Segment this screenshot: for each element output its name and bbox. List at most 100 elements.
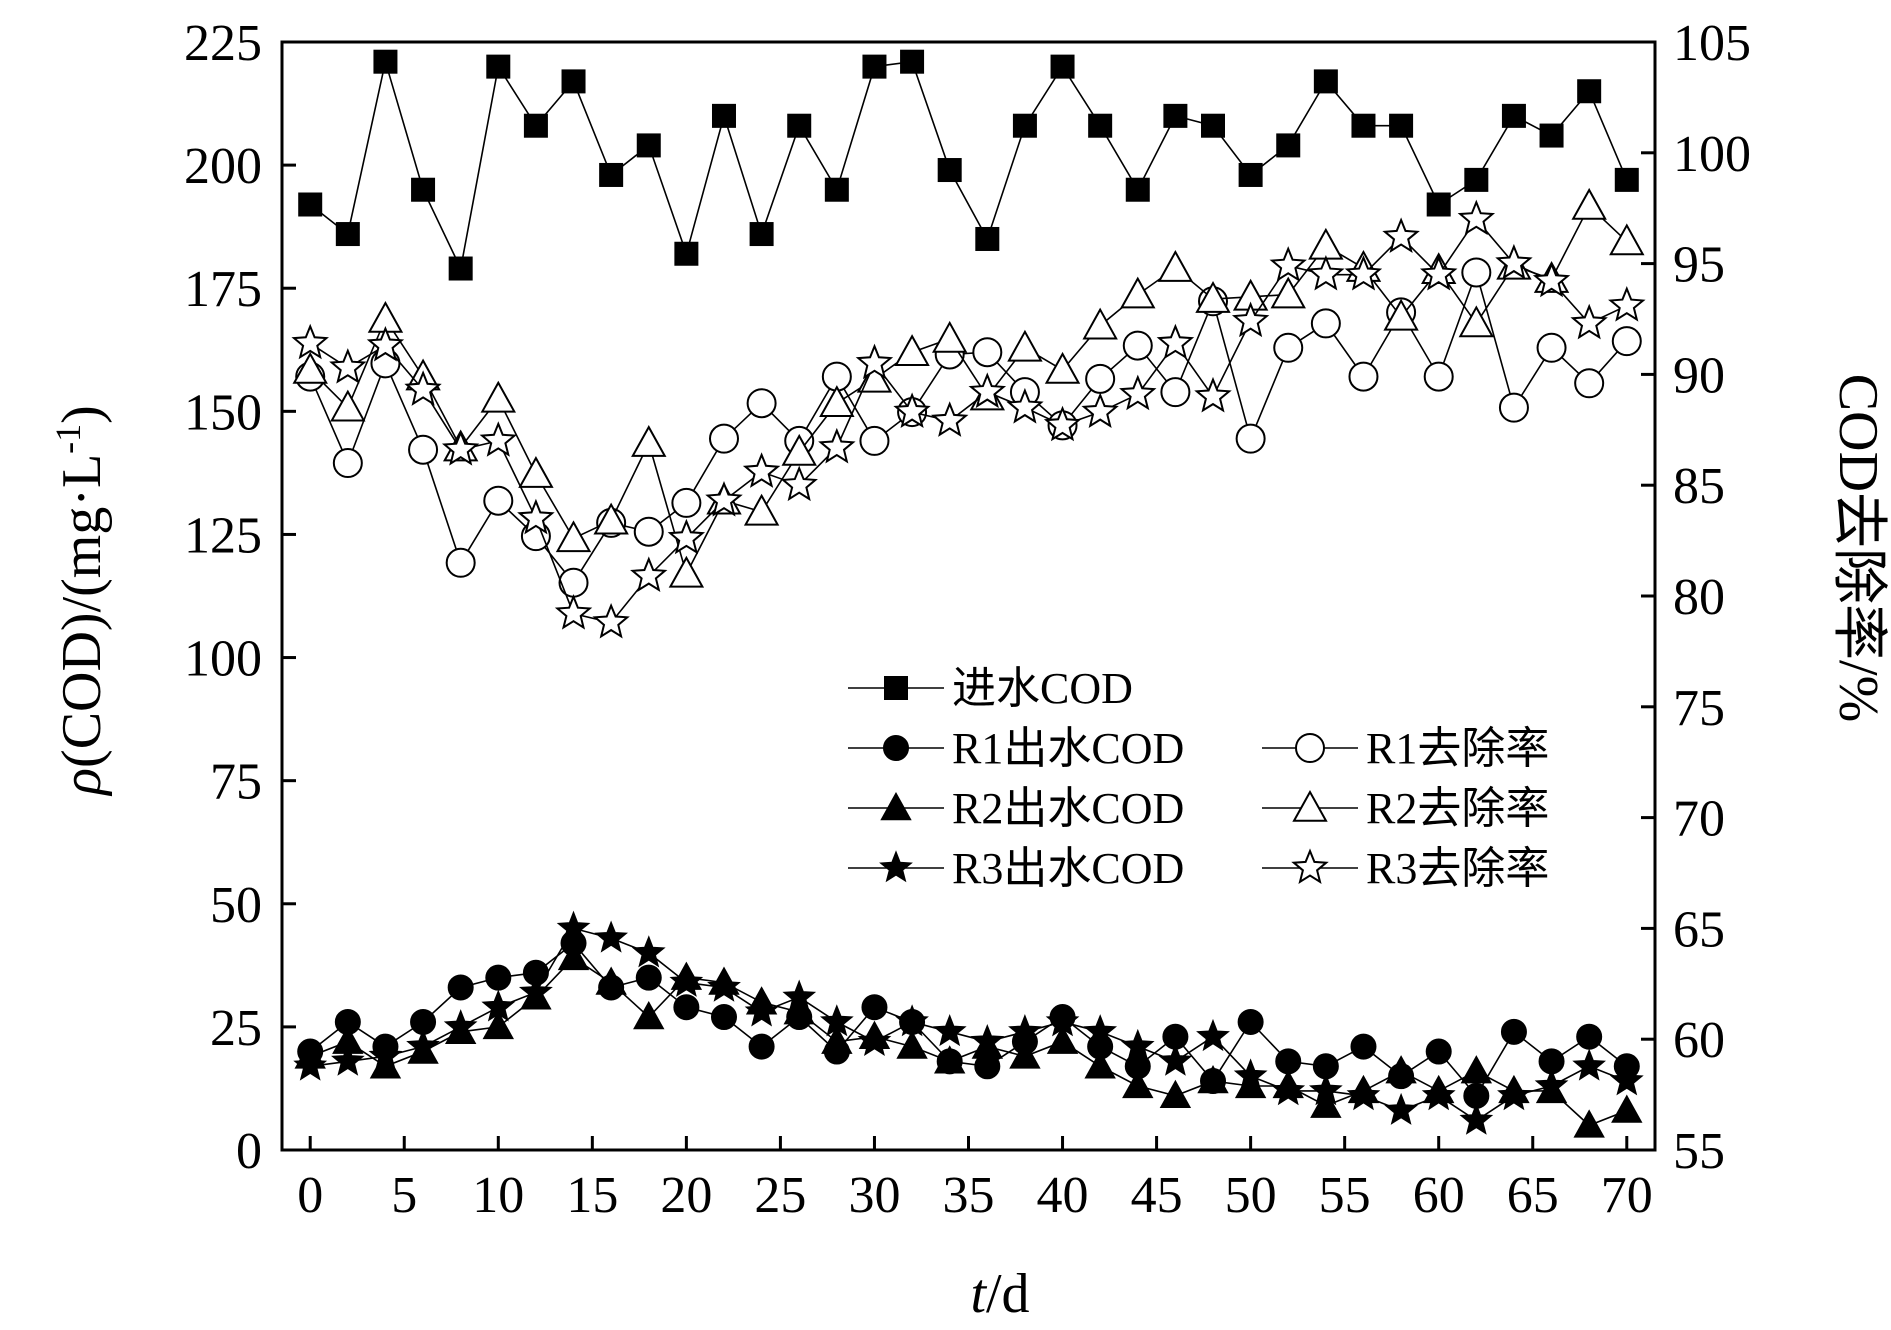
legend-item: R1去除率 [1262,724,1549,773]
data-point [1196,1018,1230,1052]
data-point [448,256,473,281]
y-right-tick-label: 90 [1673,347,1725,404]
data-point [668,555,705,588]
data-point [937,158,962,183]
y-right-tick-label: 75 [1673,680,1725,737]
legend-label: R2去除率 [1366,784,1549,833]
data-point [1307,255,1345,291]
data-point [1083,1014,1118,1047]
legend-marker [883,735,909,761]
legend-label: R3去除率 [1366,844,1549,893]
y-right-tick-label: 95 [1673,237,1725,294]
y-left-tick-label: 25 [210,1000,262,1057]
data-point [711,103,736,128]
data-point [968,372,1007,409]
data-point [1046,1025,1079,1054]
y-right-tick-label: 60 [1673,1012,1725,1069]
data-point [1006,387,1044,424]
data-point [857,1023,892,1057]
series-line [309,204,1628,576]
data-point [408,434,439,465]
series-line [309,60,1628,272]
data-point [411,177,436,202]
data-point [1419,255,1458,291]
data-point [930,401,969,437]
data-point [1534,1068,1569,1101]
data-point [1458,305,1495,338]
data-point [1009,1040,1041,1069]
series-6 [293,910,1644,1135]
legend-item: R3去除率 [1262,844,1549,893]
series-7 [291,199,1646,639]
data-point [1351,113,1376,138]
data-point [707,969,741,1002]
data-point [1572,1048,1606,1081]
x-tick-label: 0 [297,1167,323,1224]
data-point [518,974,553,1007]
data-point [561,69,586,94]
data-point [1045,1004,1080,1037]
legend-marker [1295,733,1325,763]
data-point [335,222,360,247]
data-point [633,1000,665,1030]
legend-marker [880,791,912,821]
data-point [445,547,476,578]
data-point [368,1038,403,1071]
data-point [1273,332,1304,363]
y-right-tick-label: 80 [1673,569,1725,626]
data-point [1498,392,1529,423]
data-point [1125,177,1150,202]
data-point [743,493,780,526]
data-point [479,421,518,457]
x-tick-label: 50 [1225,1167,1277,1224]
legend-marker [879,850,913,883]
data-point [1425,1038,1452,1065]
data-point [859,425,890,456]
legend-item: R2出水COD [848,784,1184,833]
data-point [486,54,511,79]
data-point [291,323,329,360]
legend-marker [1292,789,1328,822]
data-point [482,1010,514,1040]
data-point [1573,1109,1605,1138]
data-point [483,485,514,516]
data-point [554,594,593,630]
data-point [1614,167,1639,192]
data-point [932,1014,967,1047]
data-point [1120,1028,1155,1061]
data-point [1081,392,1119,428]
data-point [1574,368,1605,399]
data-point [782,979,817,1012]
data-point [523,113,548,138]
data-point [630,556,668,592]
data-point [1576,1023,1603,1050]
legend-label: R3出水COD [952,844,1184,893]
y-right-tick-label: 65 [1673,901,1725,958]
data-point [1276,133,1301,158]
data-point [1082,307,1118,340]
data-point [518,456,554,488]
x-tick-label: 45 [1131,1167,1183,1224]
data-point [1421,1078,1456,1111]
data-point [406,1028,440,1061]
data-point [1012,113,1037,138]
legend-item: 进水COD [848,664,1133,713]
x-tick-label: 60 [1413,1167,1465,1224]
data-point [1119,374,1157,411]
data-point [1163,103,1188,128]
legend-label: 进水COD [952,664,1133,713]
data-point [635,964,662,991]
data-point [1235,423,1266,454]
data-point [894,334,930,367]
data-point [1382,217,1420,253]
legend-item: R3出水COD [848,844,1184,893]
x-tick-label: 55 [1319,1167,1371,1224]
y-left-tick-label: 100 [184,631,262,688]
y-right-tick-label: 85 [1673,458,1725,515]
data-point [1611,326,1642,357]
data-point [671,487,702,518]
y-axis-left-label: ρ(COD)/(mg·L-1) [48,405,113,797]
data-point [636,133,661,158]
data-point [1122,330,1153,361]
